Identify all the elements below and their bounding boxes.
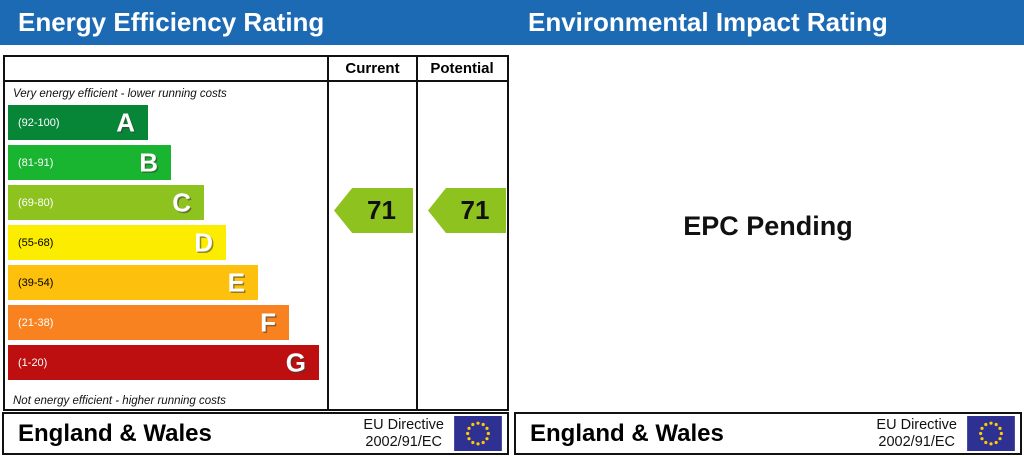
band-c-letter: C bbox=[172, 187, 191, 217]
band-a: (92-100) A bbox=[8, 105, 148, 140]
band-d-range: (55-68) bbox=[18, 236, 54, 249]
eu-flag-icon bbox=[967, 416, 1015, 451]
current-rating-value: 71 bbox=[367, 195, 396, 225]
potential-rating-value: 71 bbox=[460, 195, 490, 225]
band-g-range: (1-20) bbox=[18, 356, 48, 369]
region-label: England & Wales bbox=[18, 419, 212, 447]
band-a-letter: A bbox=[116, 107, 135, 137]
eu-directive-label: EU Directive 2002/91/EC bbox=[876, 416, 957, 450]
band-f-range: (21-38) bbox=[18, 316, 54, 329]
band-g-letter: G bbox=[285, 347, 306, 377]
band-d: (55-68) D bbox=[8, 225, 226, 260]
band-c-range: (69-80) bbox=[18, 196, 54, 209]
band-f-letter: F bbox=[260, 307, 276, 337]
potential-rating-arrow: 71 bbox=[428, 188, 506, 233]
band-f: (21-38) F bbox=[8, 305, 289, 340]
column-divider bbox=[327, 57, 329, 409]
band-e-letter: E bbox=[227, 267, 245, 297]
band-g: (1-20) G bbox=[8, 345, 319, 380]
band-a-range: (92-100) bbox=[18, 116, 60, 129]
band-e: (39-54) E bbox=[8, 265, 258, 300]
potential-column-header: Potential bbox=[430, 60, 494, 77]
band-b-letter: B bbox=[139, 147, 158, 177]
band-b-range: (81-91) bbox=[18, 156, 54, 169]
eu-directive-label: EU Directive 2002/91/EC bbox=[363, 416, 444, 450]
footer-left: England & Wales EU Directive 2002/91/EC bbox=[2, 412, 509, 455]
energy-efficiency-chart: Current Potential Very energy efficient … bbox=[3, 55, 509, 411]
current-column-header: Current bbox=[345, 60, 400, 77]
eu-flag-icon bbox=[454, 416, 502, 451]
header-bar: Energy Efficiency Rating Environmental I… bbox=[0, 0, 1024, 45]
band-c: (69-80) C bbox=[8, 185, 204, 220]
energy-rating-title: Energy Efficiency Rating bbox=[18, 7, 325, 37]
current-rating-arrow: 71 bbox=[334, 188, 413, 233]
footer-right: England & Wales EU Directive 2002/91/EC bbox=[514, 412, 1022, 455]
environmental-rating-title: Environmental Impact Rating bbox=[528, 7, 888, 37]
band-e-range: (39-54) bbox=[18, 276, 54, 289]
inefficient-note: Not energy efficient - higher running co… bbox=[13, 395, 226, 407]
column-divider bbox=[416, 57, 418, 409]
epc-pending-status: EPC Pending bbox=[683, 211, 853, 241]
chart-header-row: Current Potential bbox=[5, 57, 507, 82]
band-d-letter: D bbox=[194, 227, 213, 257]
region-label: England & Wales bbox=[530, 419, 724, 447]
band-b: (81-91) B bbox=[8, 145, 171, 180]
efficient-note: Very energy efficient - lower running co… bbox=[13, 88, 227, 100]
